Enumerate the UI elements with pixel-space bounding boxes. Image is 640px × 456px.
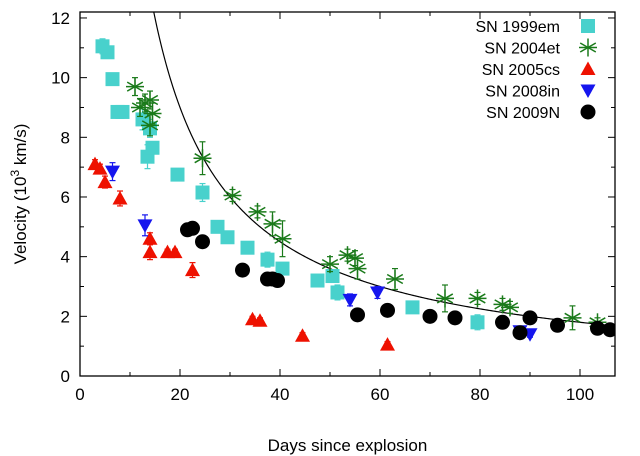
data-point [248,202,267,221]
data-point [273,229,292,248]
data-point [137,219,153,233]
y-tick-label: 8 [61,128,70,147]
data-point [105,72,120,87]
data-point [275,261,290,276]
data-point [100,45,115,60]
x-tick-label: 60 [371,385,390,404]
data-point [405,300,420,315]
y-axis-title-superscript: 3 [8,170,22,177]
data-point [185,262,200,277]
data-point [370,286,385,300]
legend: SN 1999em SN 2004et SN 2005cs SN 2008in SN 2… [476,19,597,122]
data-point [470,315,485,330]
data-point [145,140,160,155]
data-point [97,174,113,189]
data-point [493,295,512,314]
data-point [170,167,185,182]
y-axis-title-suffix: km/s) [11,124,30,170]
data-point [235,262,250,278]
y-axis-title-prefix: Velocity (10 [11,177,30,265]
data-point [92,161,108,175]
data-point [380,302,395,318]
data-point [141,116,159,135]
data-point [193,149,212,168]
data-point [380,337,395,351]
data-point [436,289,454,308]
legend-marker [580,61,596,75]
legend-marker [579,38,597,57]
data-point [330,285,345,300]
data-point [115,104,130,119]
data-point [422,308,438,324]
y-tick-label: 6 [61,188,70,207]
legend-label: SN 2009N [486,105,560,122]
data-point [167,244,183,259]
data-point [142,244,158,259]
data-point [590,320,605,336]
legend-marker [581,19,595,33]
x-tick-label: 80 [471,385,490,404]
data-point [348,259,367,278]
data-point [195,234,210,250]
x-tick-label: 100 [566,385,594,404]
y-tick-label: 10 [51,69,70,88]
data-point [563,308,582,327]
data-point [260,252,275,267]
data-point [270,273,285,289]
data-point [105,165,120,180]
series-sn-2009n [180,220,615,341]
data-point [342,293,358,308]
x-tick-label: 0 [75,385,84,404]
data-point [447,310,463,326]
y-axis-title: Velocity (103 km/s) [8,124,30,265]
data-point [386,270,404,289]
data-point [195,185,210,200]
data-point [126,77,144,96]
data-point [338,246,357,265]
data-point [321,255,339,274]
data-point [223,186,242,205]
data-point [252,313,268,327]
plot-frame [79,11,616,377]
data-point [350,307,365,323]
data-point [325,269,340,284]
x-tick-label: 20 [171,385,190,404]
x-tick-label: 40 [271,385,290,404]
data-point [295,328,310,342]
data-point [310,273,325,288]
y-tick-label: 4 [61,248,70,267]
legend-label: SN 2005cs [482,62,560,79]
data-point [602,322,615,338]
y-tick-label: 12 [51,9,70,28]
legend-label: SN 2008in [485,84,560,101]
y-tick-label: 2 [61,307,70,326]
series-sn-2004et [126,77,607,332]
data-point [495,314,510,330]
data-point [142,231,158,245]
data-point [550,317,565,333]
data-point [263,214,282,233]
data-point [501,298,519,317]
data-point [468,289,487,308]
legend-label: SN 1999em [476,19,561,36]
legend-marker [580,84,596,98]
data-point [220,230,235,245]
data-point [522,310,538,326]
y-tick-label: 0 [61,367,70,386]
legend-marker [580,104,596,120]
data-point [112,190,128,205]
data-point [143,104,162,123]
series-sn-1999em [95,38,485,331]
data-point [240,240,255,255]
data-point [512,325,528,341]
x-axis-title: Days since explosion [268,436,428,455]
data-point [185,220,200,236]
series-sn-2005cs [87,156,395,351]
legend-label: SN 2004et [484,41,560,58]
